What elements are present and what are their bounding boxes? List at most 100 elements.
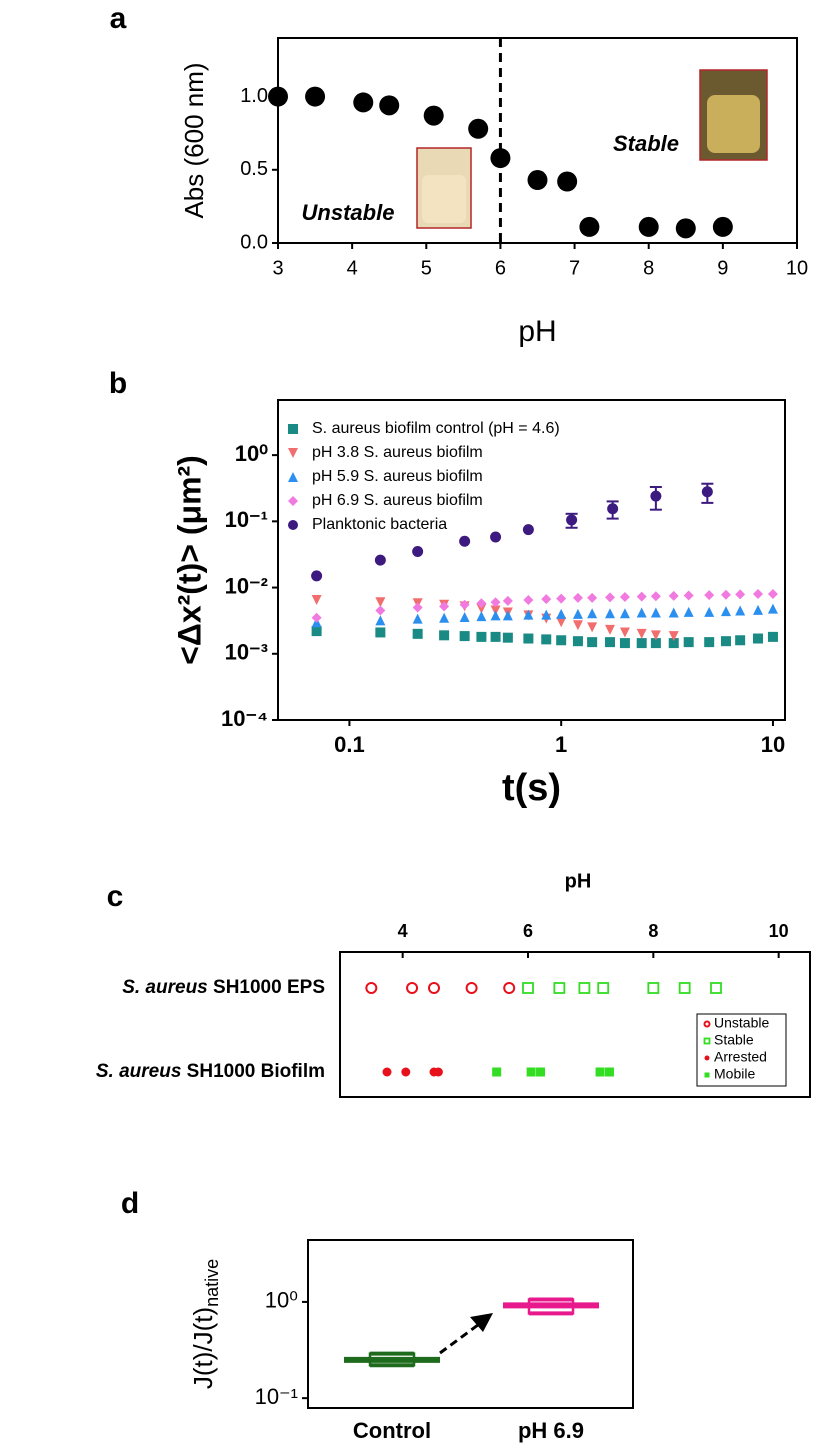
marker (753, 633, 764, 644)
marker (311, 612, 322, 623)
marker (712, 216, 733, 237)
row-label: S. aureus SH1000 Biofilm (96, 1061, 325, 1082)
marker (375, 627, 386, 638)
marker (704, 590, 715, 601)
marker (459, 535, 471, 547)
x-tick-label: 1 (555, 732, 567, 757)
marker (523, 594, 534, 605)
marker (490, 597, 501, 608)
marker (683, 590, 694, 601)
marker (423, 105, 444, 126)
marker (597, 982, 610, 994)
marker (311, 594, 322, 605)
legend-label: pH 5.9 S. aureus biofilm (312, 468, 483, 485)
marker (678, 982, 691, 994)
marker (459, 631, 470, 642)
y-axis-label-sub: native (202, 1259, 222, 1307)
marker (735, 605, 746, 616)
marker (675, 218, 696, 239)
marker (490, 531, 502, 543)
marker (683, 606, 694, 617)
marker (476, 603, 487, 614)
marker (541, 594, 552, 605)
marker (604, 592, 615, 603)
marker (767, 588, 778, 599)
marker (735, 589, 746, 600)
y-tick-label: 10⁻² (225, 573, 268, 598)
row-label: S. aureus SH1000 EPS (122, 977, 325, 998)
marker (490, 148, 511, 169)
marker (536, 1067, 546, 1077)
marker (379, 95, 400, 116)
marker (382, 1067, 392, 1077)
marker (522, 982, 534, 994)
marker (587, 637, 598, 648)
x-tick-label: 10 (761, 732, 785, 757)
legend-box (696, 1013, 787, 1087)
marker (556, 617, 567, 628)
panel-label: b (109, 367, 127, 400)
marker (650, 490, 662, 502)
marker (412, 628, 423, 639)
marker (572, 636, 583, 647)
marker (579, 216, 600, 237)
x-axis-label: pH (565, 870, 592, 892)
x-tick-label: 10 (769, 921, 789, 941)
x-tick-label: 6 (495, 257, 506, 279)
marker (767, 631, 778, 642)
marker (406, 982, 419, 994)
marker (523, 609, 534, 620)
plot-frame (277, 399, 786, 721)
marker (572, 592, 583, 603)
y-tick-label: 0.5 (240, 158, 268, 180)
x-tick-label: 3 (272, 257, 283, 279)
marker (526, 1067, 536, 1077)
y-tick-label: 10⁰ (235, 441, 268, 466)
marker (647, 982, 660, 994)
marker (701, 486, 713, 498)
marker (522, 524, 534, 536)
marker (490, 631, 501, 642)
plot-frame (277, 37, 798, 244)
marker (604, 1067, 614, 1077)
x-tick-label: 9 (717, 257, 728, 279)
x-tick-label: 8 (643, 257, 654, 279)
marker (412, 613, 423, 624)
marker (566, 514, 578, 526)
panel-label: a (110, 2, 127, 35)
marker (704, 637, 715, 648)
row-label-italic: S. aureus (96, 1061, 182, 1082)
y-tick-label: 0.0 (240, 231, 268, 253)
marker (401, 1067, 411, 1077)
y-axis-label: <Δx²(t)> (μm²) (171, 455, 207, 665)
marker (503, 982, 516, 994)
marker (572, 620, 583, 631)
marker (476, 631, 487, 642)
y-tick-label: 10⁻¹ (255, 1384, 298, 1409)
marker (619, 638, 630, 649)
row-label-text: SH1000 Biofilm (181, 1061, 325, 1082)
marker (704, 1055, 710, 1061)
marker (412, 546, 424, 558)
y-axis-label: J(t)/J(t)native (188, 1259, 222, 1389)
marker (650, 630, 661, 641)
marker (650, 607, 661, 618)
marker (439, 601, 450, 612)
marker (753, 588, 764, 599)
x-tick-label: pH 6.9 (518, 1418, 584, 1443)
marker (638, 216, 659, 237)
x-tick-label: 0.1 (334, 732, 365, 757)
y-tick-label: 1.0 (240, 85, 268, 107)
marker (375, 615, 386, 626)
marker (476, 611, 487, 622)
marker (541, 609, 552, 620)
marker (668, 638, 679, 649)
y-axis-label-main: J(t)/J(t) (188, 1307, 218, 1389)
x-tick-label: 10 (786, 257, 808, 279)
marker (288, 496, 298, 506)
marker (439, 612, 450, 623)
marker (288, 448, 298, 458)
marker (288, 424, 298, 434)
marker (704, 1072, 710, 1078)
marker (720, 589, 731, 600)
